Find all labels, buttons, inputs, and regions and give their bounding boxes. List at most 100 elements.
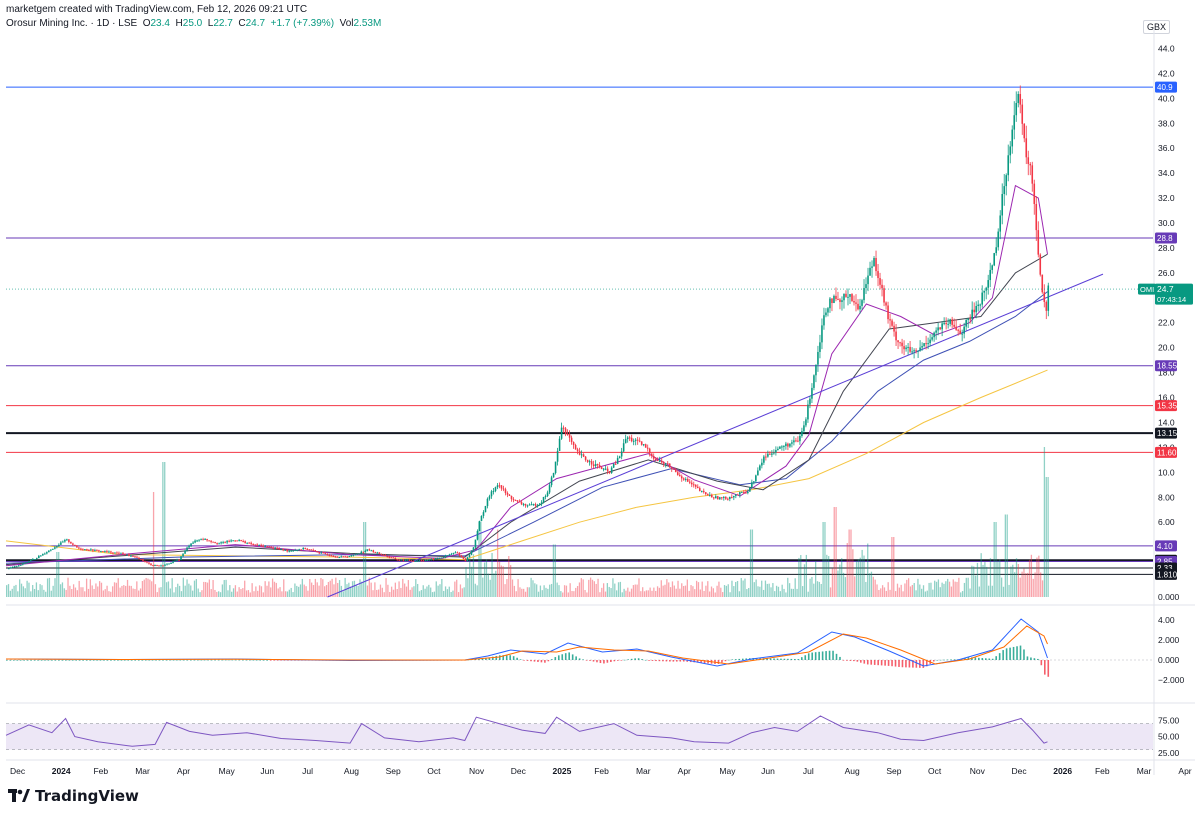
level-price-tag-label: 4.10 <box>1157 542 1173 551</box>
candle-body <box>636 439 639 441</box>
volume-bar <box>909 586 912 597</box>
volume-bar <box>292 592 294 597</box>
candle-body <box>378 552 381 554</box>
macd-histogram-bar <box>12 660 15 661</box>
volume-bar <box>679 588 681 597</box>
macd-histogram-bar <box>16 660 19 661</box>
volume-bar <box>251 583 253 597</box>
volume-bar <box>403 583 406 597</box>
candle-body <box>833 295 835 304</box>
volume-bar <box>7 584 10 597</box>
volume-bar <box>1019 577 1021 597</box>
candle-body <box>777 448 779 451</box>
currency-badge[interactable]: GBX <box>1142 20 1170 34</box>
volume-bar <box>311 582 313 597</box>
candle-body <box>993 253 995 266</box>
candle-body <box>1023 123 1026 139</box>
candle-body <box>408 559 411 561</box>
volume-bar <box>562 592 564 597</box>
candle-body <box>883 288 885 303</box>
volume-bar <box>467 578 469 597</box>
volume-bar <box>584 589 586 597</box>
candle-body <box>430 559 433 561</box>
candle-body <box>793 440 795 443</box>
volume-bar <box>643 591 646 597</box>
volume-bar <box>169 588 171 597</box>
volume-bar <box>240 589 242 597</box>
time-axis-label: Apr <box>177 766 190 776</box>
volume-bar <box>236 591 238 597</box>
volume-bar <box>656 586 659 597</box>
volume-bar <box>658 587 661 597</box>
candle-body <box>897 340 899 343</box>
candle-body <box>210 540 212 542</box>
volume-bar <box>610 588 612 597</box>
macd-histogram-bar <box>89 660 91 661</box>
tradingview-logo[interactable]: TradingView <box>8 787 139 805</box>
candle-body <box>232 540 234 542</box>
volume-bar <box>582 579 584 597</box>
volume-bar <box>571 591 573 597</box>
symbol-name[interactable]: Orosur Mining Inc. · 1D · LSE <box>6 18 138 29</box>
volume-bar <box>132 588 134 597</box>
candle-body <box>901 342 903 347</box>
volume-bar <box>660 580 662 597</box>
macd-histogram-bar <box>51 660 53 661</box>
candle-body <box>74 544 76 546</box>
candle-body <box>370 550 373 552</box>
volume-bar <box>106 585 108 597</box>
volume-bar <box>290 587 292 597</box>
macd-histogram-bar <box>745 658 748 660</box>
candle-body <box>22 563 24 565</box>
candle-body <box>807 404 809 420</box>
candle-body <box>1019 94 1022 105</box>
volume-bar <box>463 587 465 597</box>
macd-histogram-bar <box>1009 647 1011 660</box>
candle-body <box>602 468 605 470</box>
candle-body <box>747 491 749 494</box>
candle-body <box>24 563 26 565</box>
macd-histogram-bar <box>492 656 494 660</box>
candle-body <box>913 350 915 352</box>
volume-bar <box>673 585 675 597</box>
volume-bar <box>390 586 393 597</box>
volume-bar <box>801 586 804 597</box>
macd-histogram-bar <box>255 659 258 661</box>
volume-bar <box>184 585 186 597</box>
volume-bar <box>947 578 949 597</box>
volume-bar <box>547 588 549 597</box>
candle-body <box>767 453 769 457</box>
volume-bar <box>757 586 759 597</box>
volume-bar <box>867 543 869 597</box>
candle-body <box>220 542 222 544</box>
volume-bar <box>385 578 387 597</box>
candle-body <box>420 560 423 562</box>
candle-body <box>384 554 387 557</box>
time-axis-label: Jul <box>302 766 313 776</box>
volume-bar <box>409 589 411 597</box>
candle-body <box>186 547 188 551</box>
macd-histogram-bar <box>61 660 64 661</box>
candle-body <box>622 443 625 452</box>
volume-bar <box>418 591 421 597</box>
volume-bar <box>483 562 486 597</box>
candle-body <box>418 560 421 562</box>
volume-bar <box>1008 584 1010 597</box>
volume-bar <box>694 589 696 597</box>
volume-bar <box>731 580 733 597</box>
candle-body <box>142 559 144 562</box>
macd-histogram-bar <box>610 660 612 663</box>
volume-bar <box>136 581 138 597</box>
price-tick-label: 22.0 <box>1158 318 1175 328</box>
macd-histogram-bar <box>856 660 859 662</box>
volume-bar <box>948 581 951 597</box>
volume-bar <box>495 570 497 597</box>
candle-body <box>396 559 399 561</box>
candle-body <box>536 505 539 507</box>
volume-bar <box>839 564 841 597</box>
macd-histogram-bar <box>78 660 81 661</box>
macd-histogram-bar <box>589 660 591 661</box>
candle-body <box>727 498 729 500</box>
volume-bar <box>619 581 622 597</box>
